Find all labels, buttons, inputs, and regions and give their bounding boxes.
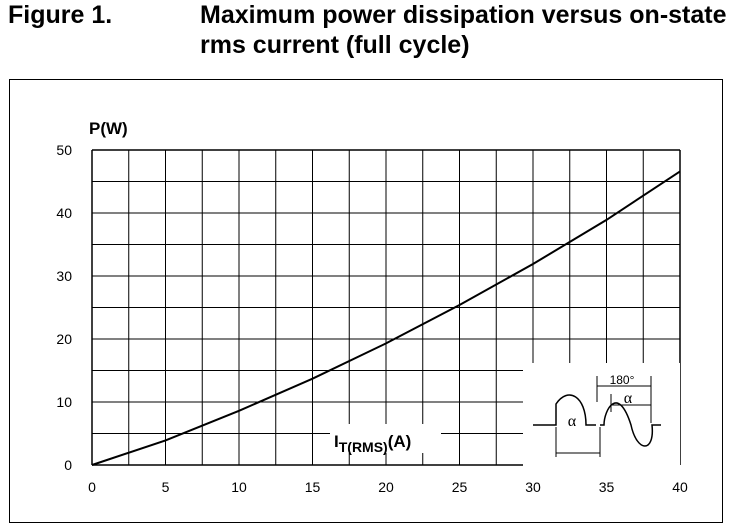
angle-label: 180°: [610, 373, 635, 387]
series-line: [91, 170, 681, 466]
tick-labels: 0 5 10 15 20 25 30 35 40 0 10 20 30 40 50: [56, 142, 688, 495]
y-tick-label: 30: [56, 268, 72, 284]
grid-lines: [91, 149, 681, 466]
x-tick-label: 40: [672, 479, 688, 495]
x-tick-label: 15: [305, 479, 321, 495]
alpha-label: α: [568, 413, 577, 430]
x-tick-label: 35: [599, 479, 615, 495]
y-tick-label: 20: [56, 331, 72, 347]
chart-frame: [9, 79, 723, 523]
x-axis-title-unit: (A): [388, 432, 412, 451]
waveform-inset: α 180° α: [523, 363, 680, 473]
x-axis-title-group: IT(RMS)(A): [330, 424, 441, 455]
x-tick-label: 5: [162, 479, 170, 495]
x-axis-title: IT(RMS)(A): [334, 432, 411, 455]
alpha-label-2: α: [624, 390, 633, 407]
x-tick-label: 25: [452, 479, 468, 495]
y-axis-title: P(W): [89, 119, 128, 138]
x-tick-label: 0: [88, 479, 96, 495]
figure-number: Figure 1.: [8, 1, 113, 29]
y-tick-label: 10: [56, 394, 72, 410]
x-axis-title-sub: T(RMS): [339, 439, 388, 455]
y-tick-label: 40: [56, 205, 72, 221]
x-axis-title-main: I: [334, 432, 339, 451]
inset-background: [523, 363, 680, 473]
y-tick-label: 50: [56, 142, 72, 158]
figure-caption: Maximum power dissipation versus on-stat…: [200, 1, 727, 59]
x-tick-label: 10: [231, 479, 247, 495]
y-tick-label: 0: [64, 457, 72, 473]
x-tick-label: 30: [525, 479, 541, 495]
x-tick-label: 20: [378, 479, 394, 495]
